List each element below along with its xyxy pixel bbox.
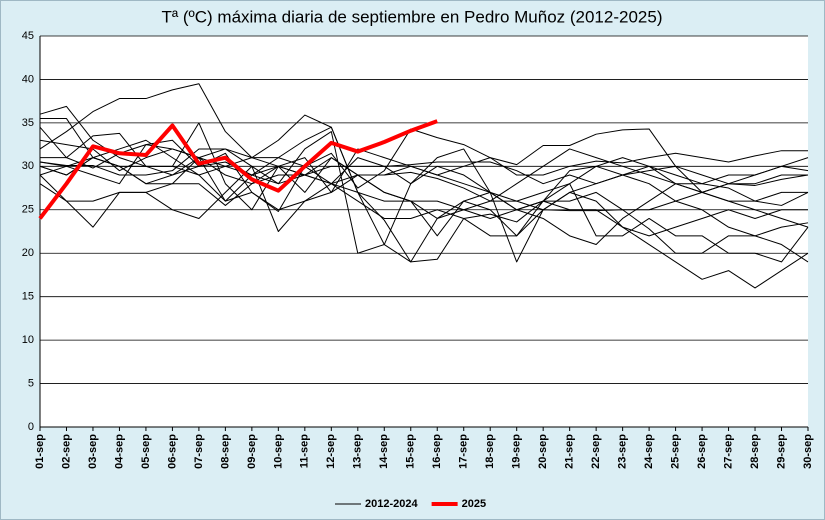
series-line [40, 139, 809, 206]
x-tick-label: 30-sep [802, 434, 814, 469]
x-tick-label: 01-sep [34, 434, 46, 469]
y-tick-label: 25 [22, 204, 34, 216]
x-tick-label: 27-sep [722, 434, 734, 469]
x-tick-label: 14-sep [378, 434, 390, 469]
x-tick-label: 22-sep [590, 434, 602, 469]
x-tick-label: 08-sep [219, 434, 231, 469]
series-line [39, 139, 808, 193]
x-tick-label: 16-sep [431, 434, 443, 469]
series-line [39, 126, 809, 213]
y-tick-label: 10 [22, 334, 34, 346]
x-tick-label: 25-sep [669, 434, 681, 469]
x-tick-label: 04-sep [113, 434, 125, 469]
series-line [39, 157, 809, 263]
x-tick-label: 15-sep [405, 434, 417, 469]
y-tick-label: 40 [22, 73, 34, 85]
x-tick-label: 23-sep [617, 434, 629, 469]
series-line [39, 165, 809, 263]
x-tick-label: 10-sep [272, 434, 284, 469]
x-tick-label: 02-sep [60, 434, 72, 469]
x-tick-label: 29-sep [775, 434, 787, 469]
chart-title: Tª (ºC) máxima diaria de septiembre en P… [161, 7, 662, 26]
y-tick-label: 45 [22, 30, 34, 42]
x-tick-label: 21-sep [564, 434, 576, 469]
x-tick-label: 28-sep [749, 434, 761, 469]
y-tick-label: 0 [28, 421, 34, 433]
series-line [39, 83, 809, 289]
y-tick-label: 20 [22, 247, 34, 259]
x-tick-label: 06-sep [166, 434, 178, 469]
legend-label: 2025 [462, 498, 486, 510]
x-tick-label: 11-sep [299, 434, 311, 469]
x-tick-label: 09-sep [246, 434, 258, 469]
series-line [38, 119, 438, 220]
x-tick-label: 12-sep [325, 434, 337, 469]
plot-area [40, 36, 808, 427]
y-tick-label: 15 [22, 291, 34, 303]
x-tick-label: 18-sep [484, 434, 496, 469]
x-tick-label: 03-sep [87, 434, 99, 469]
x-tick-label: 07-sep [193, 434, 205, 469]
series-line [39, 114, 808, 237]
legend-label: 2012-2024 [365, 498, 418, 510]
y-tick-label: 5 [28, 377, 34, 389]
x-tick-label: 26-sep [696, 434, 708, 469]
y-tick-label: 30 [22, 160, 34, 172]
x-tick-label: 20-sep [537, 434, 549, 469]
x-tick-label: 17-sep [458, 434, 470, 469]
series-line [39, 144, 808, 219]
x-tick-label: 05-sep [140, 434, 152, 469]
x-tick-label: 24-sep [643, 434, 655, 469]
y-tick-label: 35 [22, 117, 34, 129]
series-line [39, 148, 809, 186]
series-line [40, 118, 808, 263]
x-tick-label: 13-sep [352, 434, 364, 469]
x-tick-label: 19-sep [511, 434, 523, 469]
